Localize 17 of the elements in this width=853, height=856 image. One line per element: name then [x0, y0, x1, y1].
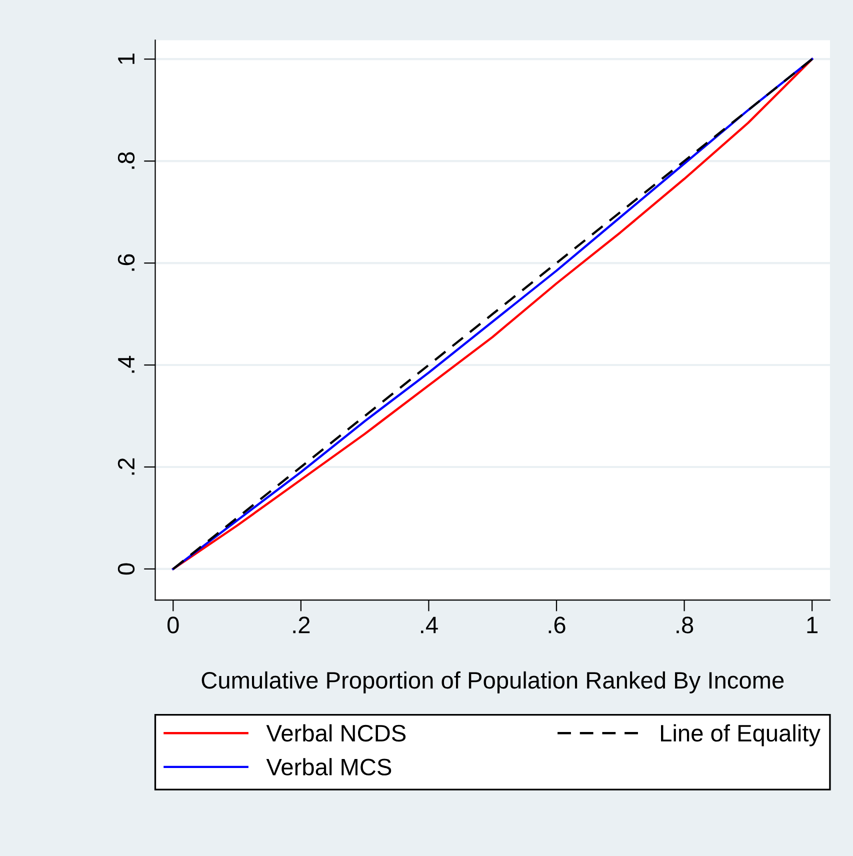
line-series — [172, 58, 814, 570]
y-tick-label: .6 — [118, 254, 135, 271]
y-tick-label: .8 — [118, 152, 135, 169]
y-tick-label: .2 — [118, 458, 134, 475]
x-tick-label: .4 — [421, 616, 438, 634]
legend-label: Verbal MCS — [266, 758, 392, 776]
x-tick-label: .8 — [676, 616, 694, 634]
x-axis-title: Cumulative Proportion of Population Ranked By Income — [202, 671, 784, 694]
x-tick-label: 0 — [167, 616, 179, 634]
legend-label: Line of Equality — [661, 724, 820, 746]
x-tick-label: 1 — [807, 616, 818, 634]
y-tick-label: 0 — [118, 563, 135, 575]
x-tick-label: .2 — [293, 616, 310, 634]
legend-label: Verbal NCDS — [266, 724, 406, 742]
y-tick-label: 1 — [118, 54, 134, 64]
x-tick-label: .6 — [548, 616, 566, 634]
y-tick-label: .4 — [118, 356, 134, 373]
